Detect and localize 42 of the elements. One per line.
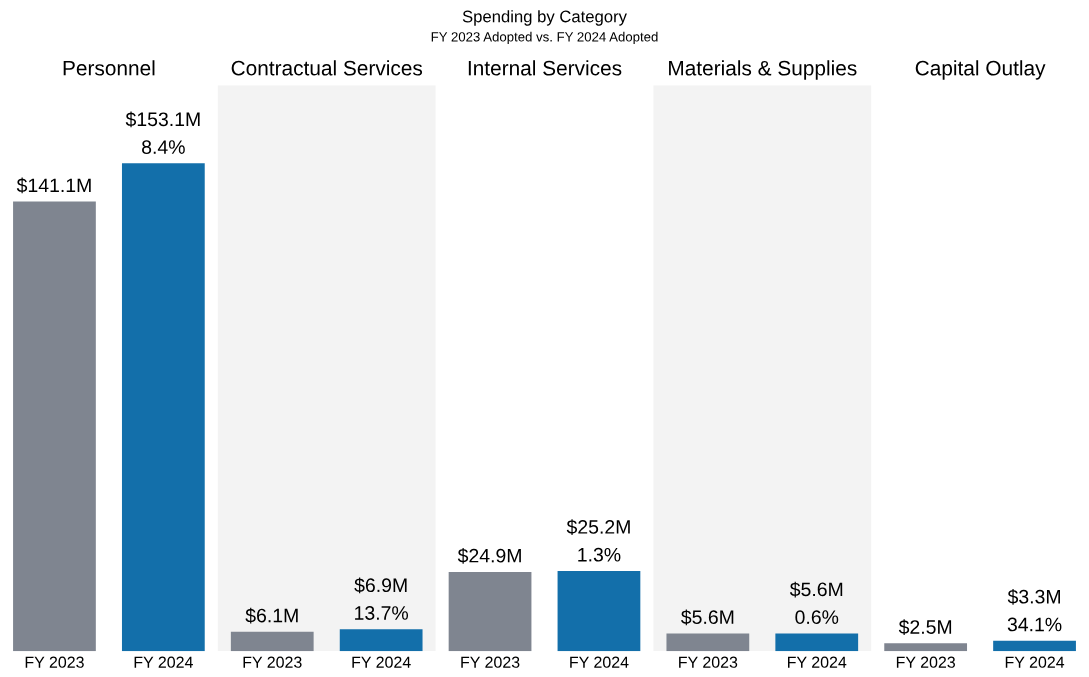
annotation: 0.6%: [795, 610, 839, 625]
text: Capital Outlay: [915, 60, 1046, 80]
text: Personnel: [63, 60, 155, 76]
x-tick-label: FY 2023: [679, 656, 738, 668]
data-label: $153.1M: [125, 111, 200, 128]
x-tick-label: FY 2024: [352, 656, 411, 668]
bar: [557, 570, 641, 652]
x-tick-label: FY 2024: [570, 656, 629, 668]
data-label: $141.1M: [16, 177, 91, 194]
annotation: 13.7%: [355, 606, 409, 620]
data-label: $6.9M: [354, 577, 407, 594]
chart-title: Spending by Category: [462, 10, 627, 26]
text: Contractual Services: [231, 60, 423, 76]
bar: [13, 201, 96, 652]
text: 8.4%: [142, 140, 185, 154]
x-tick-label: FY 2023: [25, 656, 84, 668]
bar: [775, 633, 859, 652]
x-tick-label: FY 2024: [1005, 656, 1065, 668]
bar: [339, 629, 423, 652]
bar: [993, 640, 1076, 652]
data-label: $6.1M: [245, 607, 298, 624]
data-label: $25.2M: [566, 519, 630, 535]
data-label: $5.6M: [681, 609, 734, 626]
x-tick-label: FY 2024: [788, 656, 847, 668]
chart-subtitle: FY 2023 Adopted vs. FY 2024 Adopted: [431, 31, 658, 45]
x-tick-label: FY 2023: [461, 656, 520, 668]
bar: [121, 163, 205, 652]
data-label: $5.6M: [789, 581, 843, 598]
annotation: 34.1%: [1007, 617, 1062, 632]
bar: [230, 631, 314, 652]
data-label: $3.3M: [1007, 588, 1060, 605]
data-label: $24.9M: [457, 547, 521, 564]
bar: [666, 633, 750, 652]
bar: [884, 643, 968, 652]
x-tick-label: FY 2023: [896, 656, 955, 668]
bar: [448, 571, 532, 652]
text: Internal Services: [468, 60, 622, 76]
data-label: $2.5M: [898, 619, 952, 636]
annotation: 1.3%: [578, 547, 621, 562]
x-tick-label: FY 2024: [134, 656, 193, 668]
x-tick-label: FY 2023: [243, 656, 302, 668]
text: Materials & Supplies: [669, 60, 857, 80]
